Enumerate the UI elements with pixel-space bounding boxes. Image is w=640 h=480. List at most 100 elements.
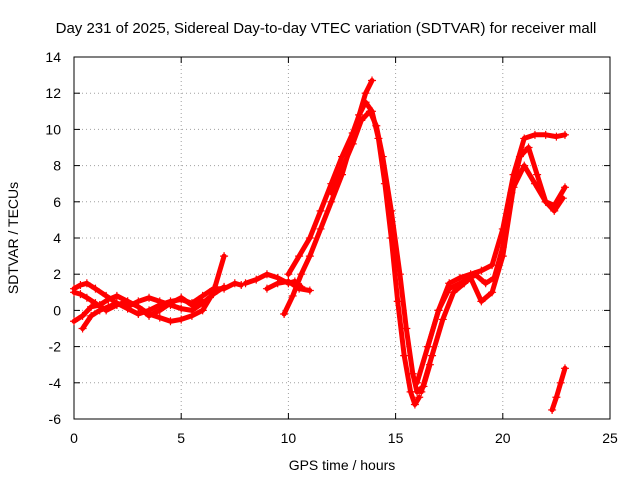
data-point [530,179,539,188]
data-point [395,270,404,279]
data-point [78,311,87,320]
data-point [393,297,402,306]
series-line-trace-13 [549,365,568,413]
data-point [530,130,539,139]
data-point [177,315,186,324]
data-point [284,277,293,286]
data-point [498,252,507,261]
data-point [177,304,186,313]
data-point [104,302,113,311]
data-point [305,252,314,261]
data-point [466,273,475,282]
data-point [477,297,486,306]
data-point [541,130,550,139]
data-point [552,393,561,402]
data-point [338,165,346,174]
data-point [316,206,325,215]
data-point [477,266,486,275]
x-tick-label: 20 [495,430,511,446]
data-point [76,290,85,299]
y-tick-label: 2 [53,266,61,282]
data-point [252,275,261,284]
data-point [123,304,132,313]
data-point [187,311,196,320]
data-point [123,297,132,306]
data-point [348,139,357,148]
y-tick-label: 4 [53,230,61,246]
x-tick-label: 10 [281,430,297,446]
data-point [155,313,164,322]
y-tick-label: -4 [49,375,62,391]
data-point [357,116,366,125]
data-point [515,152,524,161]
data-point [70,288,78,297]
data-point [548,405,557,414]
data-point [520,161,529,170]
data-point [402,324,411,333]
y-tick-label: 0 [53,302,61,318]
series-line-trace-9 [328,108,433,395]
data-point [220,284,229,293]
data-point [134,302,143,311]
data-point [91,284,100,293]
data-point [70,317,78,326]
data-point [177,295,186,304]
x-tick-label: 25 [602,430,618,446]
data-point [134,310,143,319]
data-point [387,206,396,215]
data-point [541,197,550,206]
data-point [280,310,289,319]
data-point [410,400,419,409]
data-point [87,311,96,320]
data-point [209,284,218,293]
x-tick-label: 5 [177,430,185,446]
y-tick-label: 6 [53,194,61,210]
data-point [284,270,293,279]
data-point [230,279,239,288]
data-point [368,76,377,85]
data-point [434,306,443,315]
data-point [445,284,454,293]
series-line-trace-4 [80,280,244,331]
data-point [361,89,370,98]
data-point [470,270,479,279]
data-point [305,234,314,242]
data-point [488,288,497,297]
data-point [295,252,304,261]
data-point [560,183,569,192]
data-point [520,134,529,143]
data-point [413,378,422,387]
y-axis-label: SDTVAR / TECUs [5,182,21,294]
data-point [550,201,559,210]
data-point [524,143,533,152]
data-point [305,286,314,295]
data-point [104,295,113,304]
data-point [273,279,282,288]
series-line-trace-8 [285,99,422,407]
data-point [556,378,565,387]
data-point [449,288,458,297]
data-point [438,315,447,324]
series-line-trace-1 [71,280,227,313]
data-point [509,183,518,192]
series-layer [70,76,569,414]
data-point [78,324,87,333]
series-line-trace-11 [418,145,566,395]
data-point [87,302,96,311]
data-point [166,317,175,326]
data-point [365,107,374,116]
data-point [400,351,409,360]
data-point [262,284,271,293]
data-point [560,364,569,373]
data-point [166,297,175,306]
data-point [488,261,497,270]
data-point [428,351,437,360]
data-point [361,98,370,107]
y-tick-label: 8 [53,158,61,174]
y-tick-label: -6 [49,411,62,427]
series-line-trace-10 [414,132,568,386]
data-point [112,299,121,308]
data-point [112,291,121,300]
data-point [95,306,104,315]
data-point [262,270,271,279]
